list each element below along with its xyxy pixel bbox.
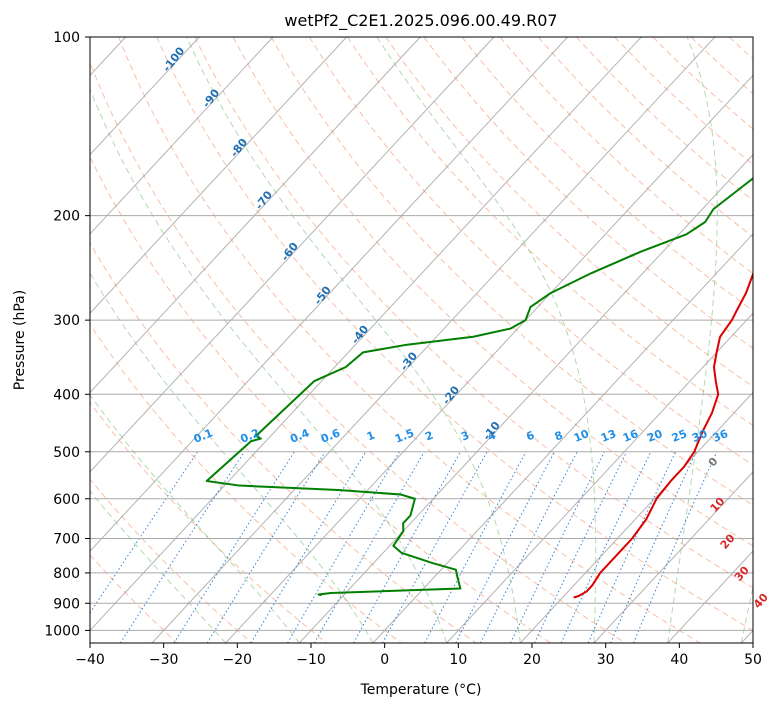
x-tick-label: −40: [75, 652, 105, 668]
isotherm-line: [519, 391, 753, 643]
moist-adiabat-line: [90, 272, 374, 643]
y-tick-label: 800: [53, 566, 80, 582]
dry-adiabat-line: [576, 37, 753, 202]
x-tick-label: 50: [744, 652, 762, 668]
dry-adiabat-line: [347, 37, 753, 427]
isotherm-line: [90, 37, 200, 156]
isotherm-line: [90, 37, 642, 632]
x-tick-label: 30: [597, 652, 615, 668]
mixing-ratio-label: 1: [365, 429, 377, 444]
mixing-ratio-label: 16: [621, 427, 640, 445]
mixing-ratio-line: [250, 451, 367, 643]
moist-adiabat-line: [740, 585, 753, 643]
moist-adiabat-line: [186, 37, 521, 643]
x-tick-label: −20: [223, 652, 253, 668]
dry-adiabat-line: [537, 37, 753, 238]
x-tick-label: 0: [380, 652, 389, 668]
mixing-ratio-label: 25: [670, 427, 689, 445]
moist-adiabat-line: [667, 37, 718, 643]
mixing-ratio-line: [173, 451, 295, 643]
x-axis-label: Temperature (°C): [360, 682, 482, 698]
mixing-ratio-label: 30: [690, 427, 709, 445]
y-tick-label: 900: [53, 596, 80, 612]
dry-adiabat-line: [461, 37, 753, 312]
mixing-ratio-line: [119, 451, 245, 643]
isotherm-line: [372, 233, 753, 643]
dry-adiabat-line: [232, 37, 753, 547]
moist-adiabat-line: [90, 87, 448, 643]
isotherm-line: [90, 37, 347, 314]
x-tick-label: 20: [523, 652, 541, 668]
mixing-ratio-label: 13: [599, 427, 618, 445]
dry-adiabat-line: [90, 323, 402, 643]
x-tick-label: 10: [449, 652, 467, 668]
mixing-ratio-line: [382, 451, 488, 643]
y-tick-label: 100: [53, 30, 80, 46]
dry-adiabat-line: [423, 37, 753, 349]
mixing-ratio-label: 20: [645, 427, 664, 445]
dry-adiabat-line: [90, 242, 477, 643]
y-tick-label: 700: [53, 532, 80, 548]
chart-title: wetPf2_C2E1.2025.096.00.49.R07: [284, 11, 557, 31]
temperature-profile: [573, 271, 753, 599]
mixing-ratio-label: 36: [711, 427, 730, 445]
isotherm-line: [90, 37, 274, 235]
y-tick-label: 1000: [44, 623, 80, 639]
y-tick-label: 600: [53, 492, 80, 508]
isotherm-line: [593, 471, 753, 643]
mixing-ratio-label: 3: [459, 429, 471, 444]
dry-adiabat-line: [270, 37, 753, 506]
isotherm-line: [90, 37, 495, 473]
x-tick-label: −10: [296, 652, 326, 668]
mixing-ratio-line: [610, 451, 697, 643]
mixing-ratio-line: [509, 451, 605, 643]
plot-frame: [89, 36, 754, 644]
dry-adiabat-line: [194, 37, 753, 589]
dry-adiabat-line: [90, 61, 626, 643]
isotherm-line: [225, 74, 753, 643]
y-tick-label: 400: [53, 387, 80, 403]
isotherm-line: [90, 37, 568, 552]
mixing-ratio-line: [480, 451, 578, 643]
mixing-ratio-label: 8: [553, 429, 565, 444]
dry-adiabat-line: [385, 37, 753, 388]
dry-adiabat-line: [118, 37, 701, 643]
y-tick-label: 300: [53, 313, 80, 329]
dry-adiabat-line: [156, 37, 753, 631]
dewpoint-profile: [205, 177, 753, 597]
isotherm-line: [151, 37, 716, 643]
isotherm-line: [446, 312, 753, 643]
mixing-ratio-line: [206, 451, 326, 643]
mixing-ratio-line: [424, 451, 527, 643]
mixing-ratio-line: [633, 451, 718, 643]
y-tick-label: 200: [53, 209, 80, 225]
dry-adiabat-line: [90, 401, 327, 643]
y-tick-label: 500: [53, 445, 80, 461]
mixing-ratio-label: 2: [423, 429, 435, 444]
mixing-ratio-line: [353, 451, 461, 643]
moist-adiabat-line: [376, 37, 597, 643]
isotherm-line: [298, 153, 753, 643]
mixing-ratio-label: 10: [572, 427, 591, 445]
x-tick-label: −30: [149, 652, 179, 668]
mixing-ratio-line: [90, 451, 198, 614]
x-tick-label: 40: [670, 652, 688, 668]
isotherm-line: [90, 37, 421, 394]
y-axis-label: Pressure (hPa): [12, 290, 28, 390]
dry-adiabat-line: [308, 37, 753, 466]
